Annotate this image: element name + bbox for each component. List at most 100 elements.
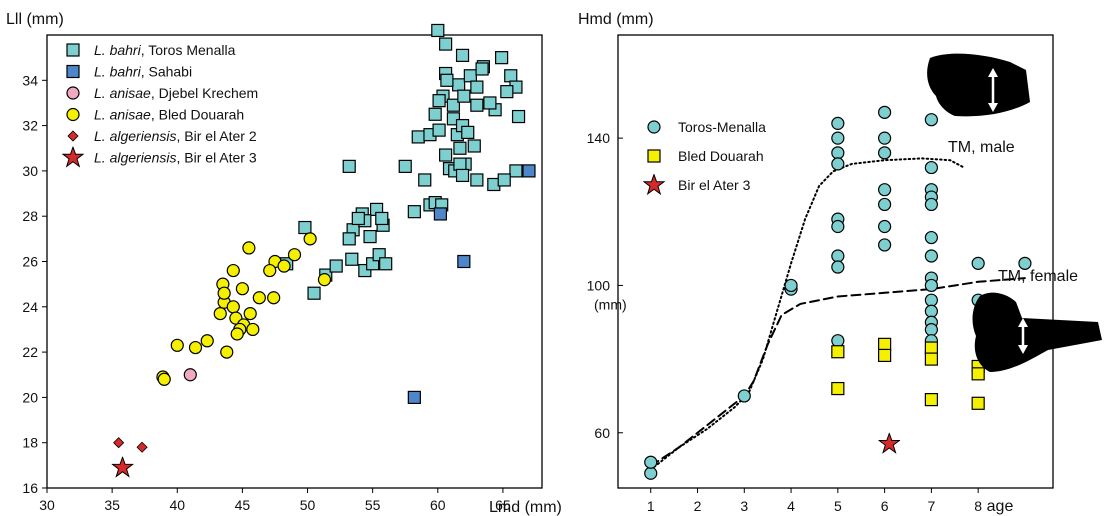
right-data-point [924,249,938,263]
right-data-point [878,337,892,351]
left-legend-label: L. anisae, Djebel Krechem [94,85,258,101]
left-data-point [495,51,509,65]
right-data-point [924,278,938,293]
left-data-point [329,259,343,273]
right-legend-marker [647,149,661,163]
right-legend-label: Toros-Menalla [678,119,766,135]
right-data-point [644,455,658,469]
right-data-point [924,293,938,307]
left-data-point [287,248,302,262]
right-data-point [971,256,985,270]
left-data-point [157,372,171,386]
left-data-point [342,232,356,246]
right-growth-curves [649,157,1026,471]
left-x-tick-label: 65 [495,497,511,513]
right-data-point [878,219,892,234]
left-x-tick-label: 40 [169,497,185,513]
left-legend-label: L. bahri, Toros Menalla [94,42,236,58]
right-data-point [878,146,892,160]
tm-female-curve [649,277,1026,467]
left-x-tick-label: 50 [300,497,316,513]
right-x-tick-label: 4 [787,498,795,514]
left-legend-marker [66,107,80,122]
left-data-point [467,139,481,153]
left-y-tick-label: 32 [22,118,38,134]
left-data-point [470,80,484,94]
left-data-point [428,107,442,121]
left-data-point [267,291,281,305]
left-x-tick-label: 35 [104,497,120,513]
right-data-point [1018,256,1032,270]
right-x-tick-label: 6 [881,498,889,514]
chart-right: Hmd (mm) 1 2 3 4 5 6 7 8 age 60 100 140 (mm) Toros-… [578,11,1102,515]
left-data-point [522,164,536,178]
right-data-point [878,432,900,454]
left-data-point [455,48,470,62]
left-data-point [252,291,266,305]
left-y-tick-label: 22 [22,344,38,360]
left-legend-label: L. algeriensis, Bir el Ater 2 [94,128,257,144]
right-data-point [831,157,845,171]
left-x-tick-label: 60 [430,497,446,513]
left-data-point [317,273,332,287]
left-data-point [483,96,497,110]
left-x-tick-label: 55 [365,497,381,513]
left-legend-label: L. algeriensis, Bir el Ater 3 [94,150,257,166]
left-data-point [433,207,447,221]
left-data-point [407,390,421,404]
right-data-point [924,113,938,127]
right-data-points [644,105,1032,480]
left-data-point [446,98,461,112]
left-legend-marker [62,146,84,167]
left-data-point [439,37,453,51]
left-data-point [213,306,227,321]
left-data-point [136,441,148,453]
right-data-point [878,348,892,363]
right-data-point [878,105,892,119]
right-x-ticks: 1 2 3 4 5 6 7 8 age [647,488,1014,515]
left-x-tick-label: 30 [39,497,55,513]
left-x-axis-label: Lmd (mm) [489,499,562,516]
left-data-point [453,141,467,155]
right-data-point [644,466,658,480]
right-y-ticks: 60 100 140 (mm) [587,130,627,441]
right-data-point [924,341,938,355]
right-data-point [831,131,845,145]
left-y-axis-label: Lll (mm) [6,11,64,28]
right-data-point [878,183,892,197]
right-data-point [831,334,845,348]
right-data-point [831,219,845,234]
left-data-point [263,263,277,278]
left-data-point [298,220,312,235]
right-plot-frame [617,34,1054,489]
left-legend-marker [67,130,79,142]
left-data-point [511,109,526,124]
left-legend: L. bahri, Toros Menalla L. bahri, Sahabi L… [62,42,258,167]
left-data-point [200,334,214,348]
right-x-tick-label: 1 [647,498,655,514]
left-data-point [235,282,249,296]
chart-left: Lll (mm) Lmd (mm) 30 35 40 45 50 55 60 65 16 18 2… [6,11,562,516]
left-data-point [457,254,471,269]
right-x-axis-label: age [987,498,1014,515]
right-data-point [737,389,751,403]
left-data-point [504,69,518,83]
left-data-point [242,241,256,255]
left-x-ticks: 30 35 40 45 50 55 60 65 [39,488,511,513]
left-data-point [431,23,445,38]
annotation-tm-male: TM, male [948,139,1015,156]
right-legend-label: Bir el Ater 3 [678,177,751,193]
left-data-point [440,73,454,87]
left-data-point [470,173,484,187]
left-data-point [379,257,393,271]
left-data-point [111,456,134,477]
left-data-points [111,23,536,477]
left-data-point [407,205,421,219]
left-legend-marker [66,86,80,100]
right-data-point [924,393,938,407]
right-x-tick-label: 8 [974,498,982,514]
left-y-tick-label: 16 [22,480,38,496]
right-legend-marker [647,120,661,134]
left-data-point [230,327,244,341]
